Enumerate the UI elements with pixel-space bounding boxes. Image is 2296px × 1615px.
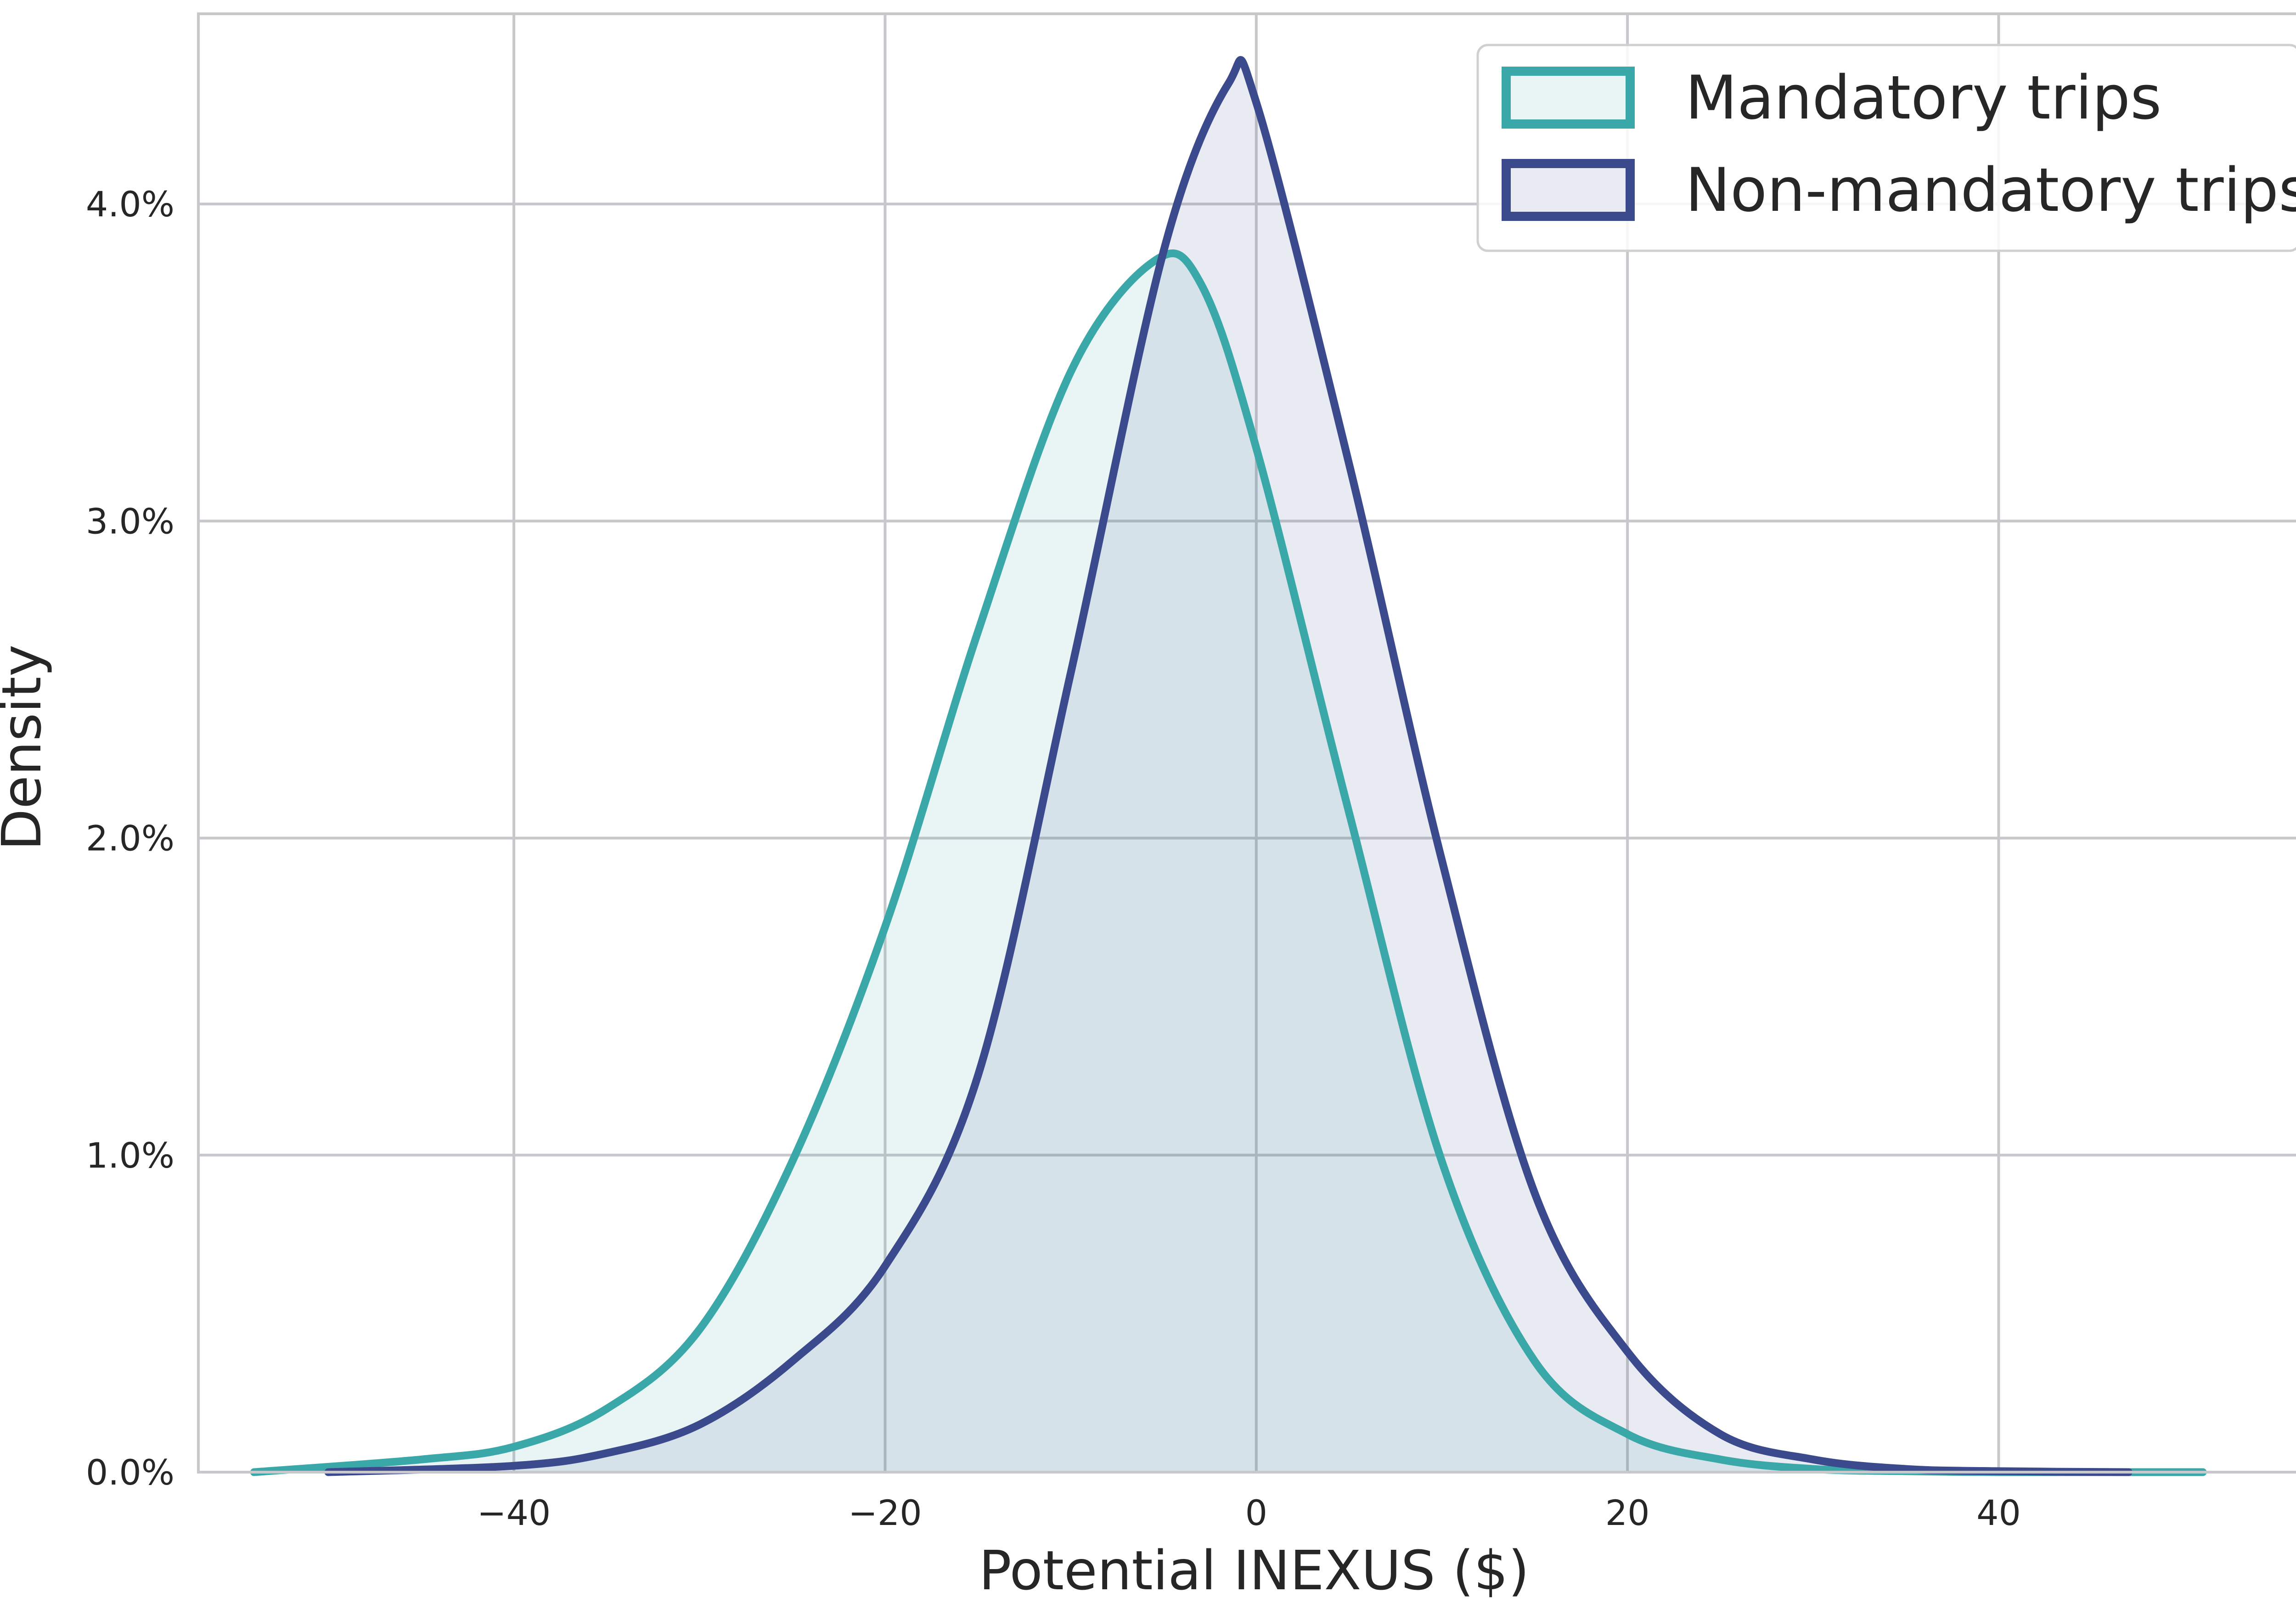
x-tick-label: −20 <box>848 1492 922 1533</box>
density-fills <box>254 60 2203 1473</box>
y-tick-label: 2.0% <box>86 818 174 859</box>
area-non-mandatory <box>328 60 2129 1472</box>
x-tick-label: −40 <box>477 1492 551 1533</box>
legend: Mandatory trips Non-mandatory trips <box>1476 44 2296 252</box>
y-tick-label: 0.0% <box>86 1452 174 1493</box>
legend-swatch-mandatory <box>1502 67 1635 129</box>
y-tick-label: 4.0% <box>86 184 174 225</box>
legend-label-non-mandatory: Non-mandatory trips <box>1685 155 2296 225</box>
y-tick-labels: 0.0% 1.0% 2.0% 3.0% 4.0% <box>86 184 174 1493</box>
plot-area <box>198 14 2296 1472</box>
legend-swatch-non-mandatory <box>1502 159 1635 221</box>
x-tick-label: 0 <box>1245 1492 1267 1533</box>
plot-frame <box>197 12 2296 1474</box>
line-non-mandatory <box>324 56 2133 1476</box>
x-tick-label: 40 <box>1976 1492 2021 1533</box>
x-tick-labels: −40 −20 0 20 40 <box>477 1492 2021 1533</box>
y-tick-label: 3.0% <box>86 501 174 542</box>
legend-label-mandatory: Mandatory trips <box>1685 62 2161 133</box>
area-mandatory <box>254 253 2203 1473</box>
y-tick-label: 1.0% <box>86 1135 174 1176</box>
density-lines <box>250 56 2207 1476</box>
x-tick-label: 20 <box>1605 1492 1650 1533</box>
line-mandatory <box>250 249 2207 1476</box>
y-axis-label: Density <box>0 644 53 851</box>
x-axis-label: Potential INEXUS ($) <box>979 1539 1530 1602</box>
legend-box <box>1476 44 2296 252</box>
